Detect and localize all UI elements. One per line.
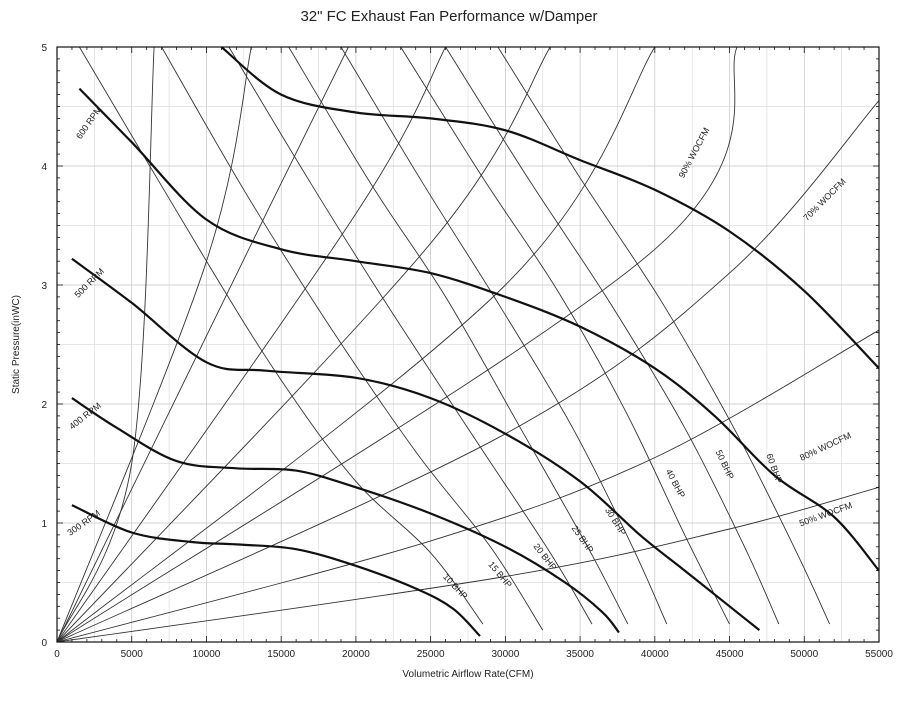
x-tick-label: 55000 [865, 649, 893, 660]
x-tick-label: 45000 [716, 649, 744, 660]
x-tick-label: 50000 [790, 649, 818, 660]
curve-label: 15 BHP [486, 559, 514, 589]
rpm-curve [220, 47, 879, 370]
curve-label: 600 RPM [74, 104, 104, 140]
wocfm-line [57, 47, 656, 642]
wocfm-line [57, 47, 252, 642]
curve-label: 80% WOCFM [798, 430, 853, 463]
x-tick-label: 35000 [566, 649, 594, 660]
wocfm-line [57, 47, 349, 642]
x-tick-label: 25000 [417, 649, 445, 660]
rpm-curve [78, 87, 879, 572]
wocfm-line [57, 47, 155, 642]
rpm-curves [71, 47, 879, 637]
y-tick-label: 5 [41, 43, 47, 54]
bhp-lines [79, 47, 831, 631]
x-tick-label: 30000 [491, 649, 519, 660]
bhp-line [340, 47, 668, 625]
rpm-curve [71, 397, 620, 634]
rpm-curve [71, 257, 761, 631]
curve-label: 40 BHP [664, 467, 687, 499]
y-tick-label: 0 [41, 638, 47, 649]
bhp-line [445, 47, 780, 625]
curve-label: 50 BHP [714, 448, 736, 480]
wocfm-line [57, 47, 738, 642]
x-tick-label: 0 [54, 649, 60, 660]
y-tick-label: 4 [41, 162, 47, 173]
y-tick-label: 3 [41, 281, 47, 292]
curve-label: 70% WOCFM [801, 176, 847, 222]
axis-ticks: 0 5000 10000 15000 20000 25000 30000 35000 40000… [41, 43, 893, 660]
wocfm-line [57, 486, 879, 642]
bhp-line [79, 47, 484, 625]
y-tick-label: 2 [41, 400, 47, 411]
wocfm-line [57, 100, 879, 642]
chart-title: 32" FC Exhaust Fan Performance w/Damper [300, 8, 598, 25]
curve-label: 90% WOCFM [677, 126, 712, 180]
x-tick-label: 5000 [121, 649, 144, 660]
x-tick-label: 40000 [641, 649, 669, 660]
y-tick-label: 1 [41, 519, 47, 530]
x-tick-label: 20000 [342, 649, 370, 660]
x-tick-label: 15000 [267, 649, 295, 660]
rpm-curve [71, 504, 481, 637]
curve-label: 50% WOCFM [798, 500, 854, 528]
grid [57, 47, 879, 642]
wocfm-line [57, 47, 551, 642]
x-axis-title: Volumetric Airflow Rate(CFM) [402, 669, 533, 680]
curve-label: 25 BHP [570, 524, 596, 555]
curve-label: 20 BHP [532, 542, 559, 573]
y-axis-title: Static Pressure(inWC) [11, 295, 22, 394]
wocfm-line [57, 47, 446, 642]
bhp-line [400, 47, 730, 625]
wocfm-lines [57, 47, 879, 642]
bhp-line [497, 47, 831, 625]
bhp-line [228, 47, 593, 625]
wocfm-line [57, 329, 879, 642]
bhp-line [288, 47, 629, 625]
bhp-line [161, 47, 544, 631]
x-tick-label: 10000 [193, 649, 221, 660]
